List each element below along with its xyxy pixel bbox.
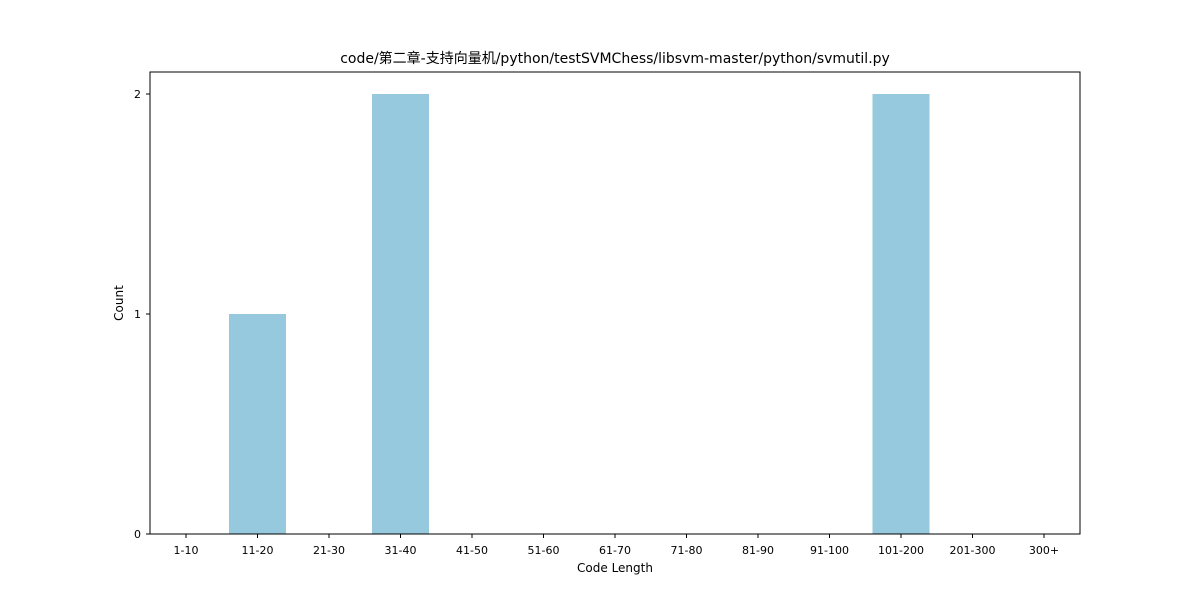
x-tick-label: 71-80	[671, 544, 703, 557]
x-tick-label: 101-200	[878, 544, 924, 557]
y-axis-ticks: 0 1 2	[134, 88, 150, 541]
x-tick-label: 81-90	[742, 544, 774, 557]
x-tick-label: 51-60	[528, 544, 560, 557]
x-axis-ticks: 1-10 11-20 21-30 31-40 41-50 51-60 61-70 71-80 8…	[174, 534, 1059, 557]
bar-11-20	[229, 314, 286, 534]
bars-layer	[229, 94, 930, 534]
x-tick-label: 31-40	[385, 544, 417, 557]
x-tick-label: 91-100	[810, 544, 849, 557]
x-tick-label: 300+	[1029, 544, 1059, 557]
x-tick-label: 1-10	[174, 544, 199, 557]
x-tick-label: 61-70	[599, 544, 631, 557]
x-tick-label: 201-300	[950, 544, 996, 557]
x-axis-label: Code Length	[577, 561, 653, 575]
bar-31-40	[372, 94, 429, 534]
plot-area-frame	[149, 71, 1081, 535]
x-tick-label: 11-20	[242, 544, 274, 557]
x-tick-label: 21-30	[313, 544, 345, 557]
y-axis-label: Count	[112, 285, 126, 321]
chart-title: code/第二章-支持向量机/python/testSVMChess/libsv…	[340, 50, 890, 67]
y-tick-label: 0	[134, 528, 141, 541]
y-tick-label: 1	[134, 308, 141, 321]
y-tick-label: 2	[134, 88, 141, 101]
bar-101-200	[872, 94, 930, 534]
x-tick-label: 41-50	[456, 544, 488, 557]
